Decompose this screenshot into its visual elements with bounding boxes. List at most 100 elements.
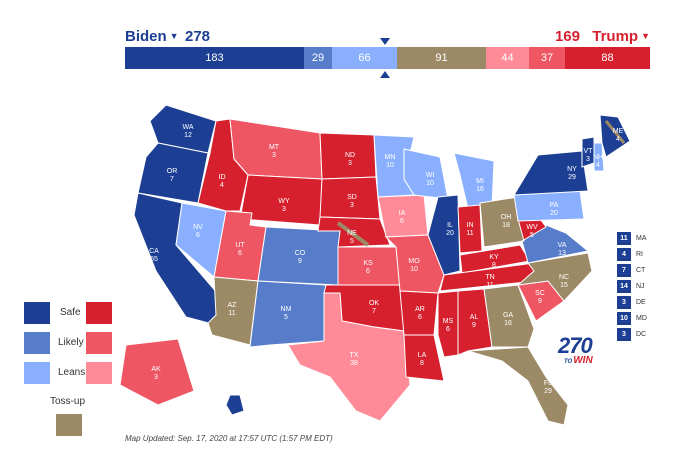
ne-state-ev-ri[interactable]: 4 xyxy=(617,248,631,261)
state-label-mi: MI xyxy=(476,178,484,185)
state-label-ia: IA xyxy=(399,210,406,217)
270-to-win-logo[interactable]: 270 TOWIN xyxy=(558,333,593,366)
state-ev-ok: 7 xyxy=(372,308,376,315)
ne-state-abbr-dc: DC xyxy=(636,331,647,338)
state-wi[interactable] xyxy=(403,148,449,200)
state-label-ar: AR xyxy=(415,306,425,313)
state-label-mn: MN xyxy=(385,154,396,161)
state-label-ca: CA xyxy=(149,248,159,255)
state-ev-co: 9 xyxy=(298,258,302,265)
logo-word: WIN xyxy=(573,355,593,366)
ne-state-ev-de[interactable]: 3 xyxy=(617,296,631,309)
state-fl[interactable] xyxy=(467,346,569,426)
state-ev-ak: 3 xyxy=(154,374,158,381)
state-ga[interactable] xyxy=(483,284,535,348)
state-nh[interactable] xyxy=(593,142,605,172)
state-ev-mn: 10 xyxy=(386,162,394,169)
state-ev-wy: 3 xyxy=(282,206,286,213)
state-or[interactable] xyxy=(137,142,209,204)
state-ev-sc: 9 xyxy=(538,298,542,305)
state-ev-ny: 29 xyxy=(568,174,576,181)
legend-tossup-swatch[interactable] xyxy=(56,414,82,436)
state-in[interactable] xyxy=(457,204,483,254)
legend-likely-rep-swatch[interactable] xyxy=(86,332,112,354)
ne-state-ev-md[interactable]: 10 xyxy=(617,312,631,325)
bar-leans-dem[interactable]: 66 xyxy=(332,47,397,69)
state-ev-al: 9 xyxy=(472,322,476,329)
state-label-oh: OH xyxy=(501,214,512,221)
state-ev-sd: 3 xyxy=(350,202,354,209)
state-label-nm: NM xyxy=(281,306,292,313)
state-label-ms: MS xyxy=(443,318,454,325)
legend-safe-dem-swatch[interactable] xyxy=(24,302,50,324)
ev-bar: 183 29 66 91 44 37 88 xyxy=(125,47,650,69)
us-electoral-map: WA12OR7CA55NV6ID4MT3WY3UT6AZ11CO9NM5ND3S… xyxy=(119,104,631,427)
state-nm[interactable] xyxy=(249,280,327,348)
bar-safe-rep[interactable]: 88 xyxy=(565,47,650,69)
state-ev-mi: 16 xyxy=(476,186,484,193)
state-label-sd: SD xyxy=(347,194,357,201)
state-label-ne: NE xyxy=(347,230,357,237)
state-label-or: OR xyxy=(167,168,178,175)
state-label-nd: ND xyxy=(345,152,355,159)
state-hi[interactable] xyxy=(225,394,245,416)
bar-likely-dem[interactable]: 29 xyxy=(304,47,332,69)
state-tx[interactable] xyxy=(287,292,411,422)
bar-likely-rep[interactable]: 37 xyxy=(529,47,565,69)
state-ev-nm: 5 xyxy=(284,314,288,321)
bar-tossup[interactable]: 91 xyxy=(397,47,486,69)
ne-state-ev-ma[interactable]: 11 xyxy=(617,232,631,245)
state-labels-layer: WA12OR7CA55NV6ID4MT3WY3UT6AZ11CO9NM5ND3S… xyxy=(149,124,623,427)
state-ev-va: 13 xyxy=(558,250,566,257)
dem-candidate-name: Biden xyxy=(125,28,167,45)
state-ev-ks: 6 xyxy=(366,268,370,275)
state-label-va: VA xyxy=(558,242,567,249)
legend-leans-dem-swatch[interactable] xyxy=(24,362,50,384)
state-ar[interactable] xyxy=(399,290,439,336)
state-ny[interactable] xyxy=(513,150,589,196)
state-ak[interactable] xyxy=(119,338,195,406)
bar-leans-rep[interactable]: 44 xyxy=(486,47,529,69)
state-label-nh: NH xyxy=(593,154,603,161)
bar-safe-dem[interactable]: 183 xyxy=(125,47,304,69)
state-ev-ga: 16 xyxy=(504,320,512,327)
state-ev-me: 4 xyxy=(616,136,620,143)
ev-header: Biden ▼ 278 169 Trump ▼ xyxy=(125,28,650,46)
state-la[interactable] xyxy=(403,334,445,382)
ne-state-ev-dc[interactable]: 3 xyxy=(617,328,631,341)
state-ev-vt: 3 xyxy=(586,156,590,163)
state-ev-ms: 6 xyxy=(446,326,450,333)
legend-likely-label: Likely xyxy=(58,337,84,348)
rep-candidate-name: Trump xyxy=(592,28,639,45)
state-label-nv: NV xyxy=(193,224,203,231)
state-ev-wa: 12 xyxy=(184,132,192,139)
state-label-hi: HI xyxy=(241,412,248,419)
rep-candidate-dropdown[interactable]: Trump ▼ xyxy=(592,28,650,45)
state-nc[interactable] xyxy=(516,252,593,302)
legend-leans-rep-swatch[interactable] xyxy=(86,362,112,384)
legend-safe-rep-swatch[interactable] xyxy=(86,302,112,324)
state-label-wv: WV xyxy=(526,224,538,231)
dem-candidate-dropdown[interactable]: Biden ▼ xyxy=(125,28,179,45)
state-label-fl: FL xyxy=(544,380,552,387)
state-mi[interactable] xyxy=(453,152,495,210)
state-label-wy: WY xyxy=(278,198,290,205)
ne-state-ev-ct[interactable]: 7 xyxy=(617,264,631,277)
ne-state-abbr-ri: RI xyxy=(636,251,643,258)
state-label-az: AZ xyxy=(228,302,238,309)
state-label-vt: VT xyxy=(584,148,594,155)
ne-state-abbr-ma: MA xyxy=(636,235,647,242)
state-label-ky: KY xyxy=(489,254,499,261)
state-al[interactable] xyxy=(457,288,493,356)
state-il[interactable] xyxy=(427,194,461,276)
state-ev-pa: 20 xyxy=(550,210,558,217)
state-label-pa: PA xyxy=(550,202,559,209)
state-ms[interactable] xyxy=(437,290,459,358)
state-me[interactable] xyxy=(599,114,631,158)
logo-number: 270 xyxy=(558,333,593,358)
state-label-me: ME xyxy=(613,128,624,135)
state-label-id: ID xyxy=(219,174,226,181)
ne-state-ev-nj[interactable]: 14 xyxy=(617,280,631,293)
legend-likely-dem-swatch[interactable] xyxy=(24,332,50,354)
270-marker-top-icon xyxy=(380,38,390,45)
